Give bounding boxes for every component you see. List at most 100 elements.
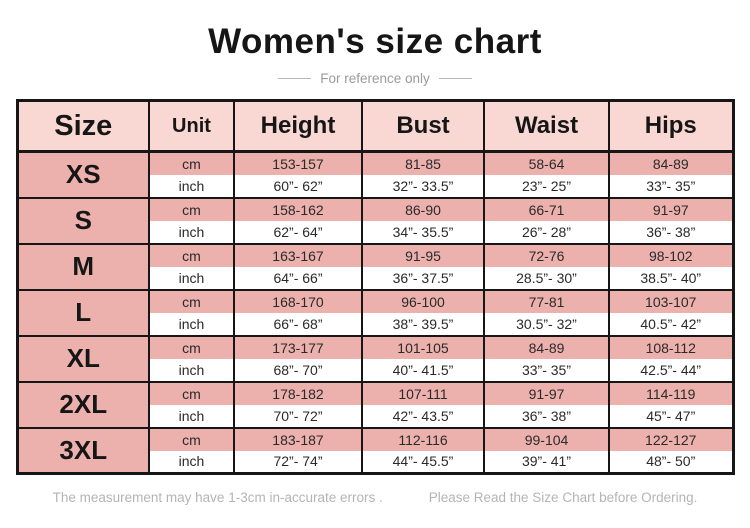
l-cm-hips: 103-107 bbox=[608, 288, 734, 313]
3xl-inch-height: 72”- 74” bbox=[233, 450, 363, 475]
xl-cm-waist: 84-89 bbox=[483, 334, 610, 359]
size-label-3xl: 3XL bbox=[16, 426, 150, 474]
m-cm-bust: 91-95 bbox=[361, 242, 485, 267]
unit-cell-inch: inch bbox=[148, 358, 235, 383]
col-header-height: Height bbox=[233, 99, 363, 153]
3xl-cm-waist: 99-104 bbox=[483, 426, 610, 451]
xl-inch-bust: 40”- 41.5” bbox=[361, 358, 485, 383]
table-row-xs-cm: XS cm 153-157 81-85 58-64 84-89 bbox=[16, 150, 734, 198]
2xl-inch-height: 70”- 72” bbox=[233, 404, 363, 429]
xs-cm-bust: 81-85 bbox=[361, 150, 485, 175]
l-cm-bust: 96-100 bbox=[361, 288, 485, 313]
3xl-inch-bust: 44”- 45.5” bbox=[361, 450, 485, 475]
size-label-xs: XS bbox=[16, 150, 150, 198]
xl-inch-waist: 33”- 35” bbox=[483, 358, 610, 383]
l-cm-height: 168-170 bbox=[233, 288, 363, 313]
s-inch-height: 62”- 64” bbox=[233, 220, 363, 245]
unit-cell-inch: inch bbox=[148, 450, 235, 475]
m-inch-height: 64”- 66” bbox=[233, 266, 363, 291]
footer-note-left: The measurement may have 1-3cm in-accura… bbox=[52, 490, 383, 505]
unit-cell-inch: inch bbox=[148, 220, 235, 245]
s-cm-height: 158-162 bbox=[233, 196, 363, 221]
xs-cm-waist: 58-64 bbox=[483, 150, 610, 175]
col-header-size: Size bbox=[16, 99, 150, 153]
m-inch-bust: 36”- 37.5” bbox=[361, 266, 485, 291]
m-cm-hips: 98-102 bbox=[608, 242, 734, 267]
col-header-bust: Bust bbox=[361, 99, 485, 153]
xs-cm-height: 153-157 bbox=[233, 150, 363, 175]
m-cm-height: 163-167 bbox=[233, 242, 363, 267]
2xl-cm-hips: 114-119 bbox=[608, 380, 734, 405]
s-cm-hips: 91-97 bbox=[608, 196, 734, 221]
m-cm-waist: 72-76 bbox=[483, 242, 610, 267]
table-row-2xl-inch: inch 70”- 72” 42”- 43.5” 36”- 38” 45”- 4… bbox=[17, 404, 734, 429]
header-row: Size Unit Height Bust Waist Hips bbox=[16, 99, 734, 153]
s-cm-bust: 86-90 bbox=[361, 196, 485, 221]
subtitle-text: For reference only bbox=[320, 71, 430, 86]
xl-cm-hips: 108-112 bbox=[608, 334, 734, 359]
l-inch-height: 66”- 68” bbox=[233, 312, 363, 337]
size-label-s: S bbox=[16, 196, 150, 244]
unit-cell-cm: cm bbox=[148, 150, 235, 175]
l-inch-bust: 38”- 39.5” bbox=[361, 312, 485, 337]
l-cm-waist: 77-81 bbox=[483, 288, 610, 313]
col-header-waist: Waist bbox=[483, 99, 610, 153]
table-row-2xl-cm: 2XL cm 178-182 107-111 91-97 114-119 bbox=[16, 380, 734, 428]
unit-cell-cm: cm bbox=[148, 426, 235, 451]
unit-cell-cm: cm bbox=[148, 242, 235, 267]
3xl-cm-bust: 112-116 bbox=[361, 426, 485, 451]
size-label-l: L bbox=[16, 288, 150, 336]
xl-cm-bust: 101-105 bbox=[361, 334, 485, 359]
subtitle: For reference only bbox=[0, 71, 750, 86]
footer-note: The measurement may have 1-3cm in-accura… bbox=[0, 490, 750, 505]
xs-inch-hips: 33”- 35” bbox=[608, 174, 734, 199]
table-row-xl-inch: inch 68”- 70” 40”- 41.5” 33”- 35” 42.5”-… bbox=[17, 358, 734, 383]
footer-note-right: Please Read the Size Chart before Orderi… bbox=[428, 490, 698, 505]
unit-cell-inch: inch bbox=[148, 312, 235, 337]
table-row-3xl-inch: inch 72”- 74” 44”- 45.5” 39”- 41” 48”- 5… bbox=[17, 450, 734, 475]
size-chart-table: Size Unit Height Bust Waist Hips XS cm 1… bbox=[15, 99, 735, 475]
2xl-cm-height: 178-182 bbox=[233, 380, 363, 405]
xs-inch-bust: 32”- 33.5” bbox=[361, 174, 485, 199]
subtitle-dash-right bbox=[438, 78, 472, 79]
unit-cell-inch: inch bbox=[148, 404, 235, 429]
table-row-m-inch: inch 64”- 66” 36”- 37.5” 28.5”- 30” 38.5… bbox=[17, 266, 734, 291]
page-title: Women's size chart bbox=[208, 22, 542, 61]
s-inch-bust: 34”- 35.5” bbox=[361, 220, 485, 245]
table-row-m-cm: M cm 163-167 91-95 72-76 98-102 bbox=[16, 242, 734, 290]
unit-cell-inch: inch bbox=[148, 174, 235, 199]
unit-cell-cm: cm bbox=[148, 334, 235, 359]
s-cm-waist: 66-71 bbox=[483, 196, 610, 221]
size-label-xl: XL bbox=[16, 334, 150, 382]
col-header-hips: Hips bbox=[608, 99, 734, 153]
size-label-m: M bbox=[16, 242, 150, 290]
table-row-l-inch: inch 66”- 68” 38”- 39.5” 30.5”- 32” 40.5… bbox=[17, 312, 734, 337]
3xl-inch-hips: 48”- 50” bbox=[608, 450, 734, 475]
table-row-l-cm: L cm 168-170 96-100 77-81 103-107 bbox=[16, 288, 734, 336]
table-row-s-cm: S cm 158-162 86-90 66-71 91-97 bbox=[16, 196, 734, 244]
table-row-xs-inch: inch 60”- 62” 32”- 33.5” 23”- 25” 33”- 3… bbox=[17, 174, 734, 199]
l-inch-waist: 30.5”- 32” bbox=[483, 312, 610, 337]
col-header-unit: Unit bbox=[148, 99, 235, 153]
s-inch-hips: 36”- 38” bbox=[608, 220, 734, 245]
table-row-3xl-cm: 3XL cm 183-187 112-116 99-104 122-127 bbox=[16, 426, 734, 474]
m-inch-waist: 28.5”- 30” bbox=[483, 266, 610, 291]
3xl-cm-height: 183-187 bbox=[233, 426, 363, 451]
subtitle-dash-left bbox=[278, 78, 312, 79]
xl-cm-height: 173-177 bbox=[233, 334, 363, 359]
2xl-inch-bust: 42”- 43.5” bbox=[361, 404, 485, 429]
xl-inch-hips: 42.5”- 44” bbox=[608, 358, 734, 383]
xs-inch-height: 60”- 62” bbox=[233, 174, 363, 199]
unit-cell-cm: cm bbox=[148, 380, 235, 405]
xs-inch-waist: 23”- 25” bbox=[483, 174, 610, 199]
unit-cell-cm: cm bbox=[148, 196, 235, 221]
xs-cm-hips: 84-89 bbox=[608, 150, 734, 175]
table-row-xl-cm: XL cm 173-177 101-105 84-89 108-112 bbox=[16, 334, 734, 382]
s-inch-waist: 26”- 28” bbox=[483, 220, 610, 245]
2xl-inch-waist: 36”- 38” bbox=[483, 404, 610, 429]
2xl-inch-hips: 45”- 47” bbox=[608, 404, 734, 429]
m-inch-hips: 38.5”- 40” bbox=[608, 266, 734, 291]
xl-inch-height: 68”- 70” bbox=[233, 358, 363, 383]
unit-cell-inch: inch bbox=[148, 266, 235, 291]
